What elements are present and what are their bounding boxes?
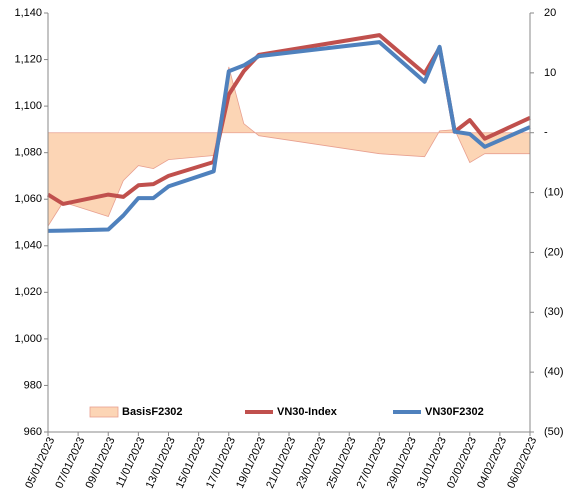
x-tick-label: 31/01/2023 [415,435,449,490]
y2-tick-label: (40) [544,366,564,378]
legend-swatch [89,406,119,418]
x-tick-label: 13/01/2023 [144,435,178,490]
x-tick-label: 05/01/2023 [23,435,57,490]
x-tick-label: 02/02/2023 [445,435,479,490]
y2-tick-label: (30) [544,306,564,318]
x-tick-label: 09/01/2023 [83,435,117,490]
y-tick-label: 1,000 [14,333,42,345]
y-tick-label: 1,060 [14,193,42,205]
y2-tick-label: (50) [544,426,564,438]
x-tick-label: 07/01/2023 [53,435,87,490]
x-tick-label: 23/01/2023 [294,435,328,490]
legend-label: VN30-Index [277,406,338,418]
y2-tick-label: (10) [544,186,564,198]
x-tick-label: 06/02/2023 [505,435,539,490]
line [47,40,531,233]
x-tick-label: 19/01/2023 [234,435,268,490]
y2-tick-label: 20 [544,7,556,19]
legend-label: BasisF2302 [122,406,183,418]
line [46,33,531,206]
y2-tick-label: 10 [544,67,556,79]
y-tick-label: 1,100 [14,100,42,112]
y-tick-label: 1,040 [14,240,42,252]
y2-tick-label: - [544,127,548,139]
x-tick-label: 15/01/2023 [174,435,208,490]
x-tick-label: 11/01/2023 [114,435,148,489]
x-tick-label: 21/01/2023 [264,435,298,490]
area [47,66,531,228]
legend-label: VN30F2302 [425,406,484,418]
x-tick-label: 25/01/2023 [324,435,358,490]
x-tick-label: 27/01/2023 [355,435,389,490]
y-tick-label: 1,120 [14,53,42,65]
x-tick-label: 29/01/2023 [385,435,419,490]
legend: BasisF2302 VN30-Index VN30F2302 [89,406,484,418]
y-tick-label: 980 [24,379,42,391]
y2-tick-label: (20) [544,246,564,258]
y-tick-label: 1,140 [14,7,42,19]
y-tick-label: 1,080 [14,147,42,159]
x-tick-label: 17/01/2023 [204,435,238,490]
y-tick-label: 960 [24,426,42,438]
y-tick-label: 1,020 [14,286,42,298]
x-tick-label: 04/02/2023 [475,435,509,490]
